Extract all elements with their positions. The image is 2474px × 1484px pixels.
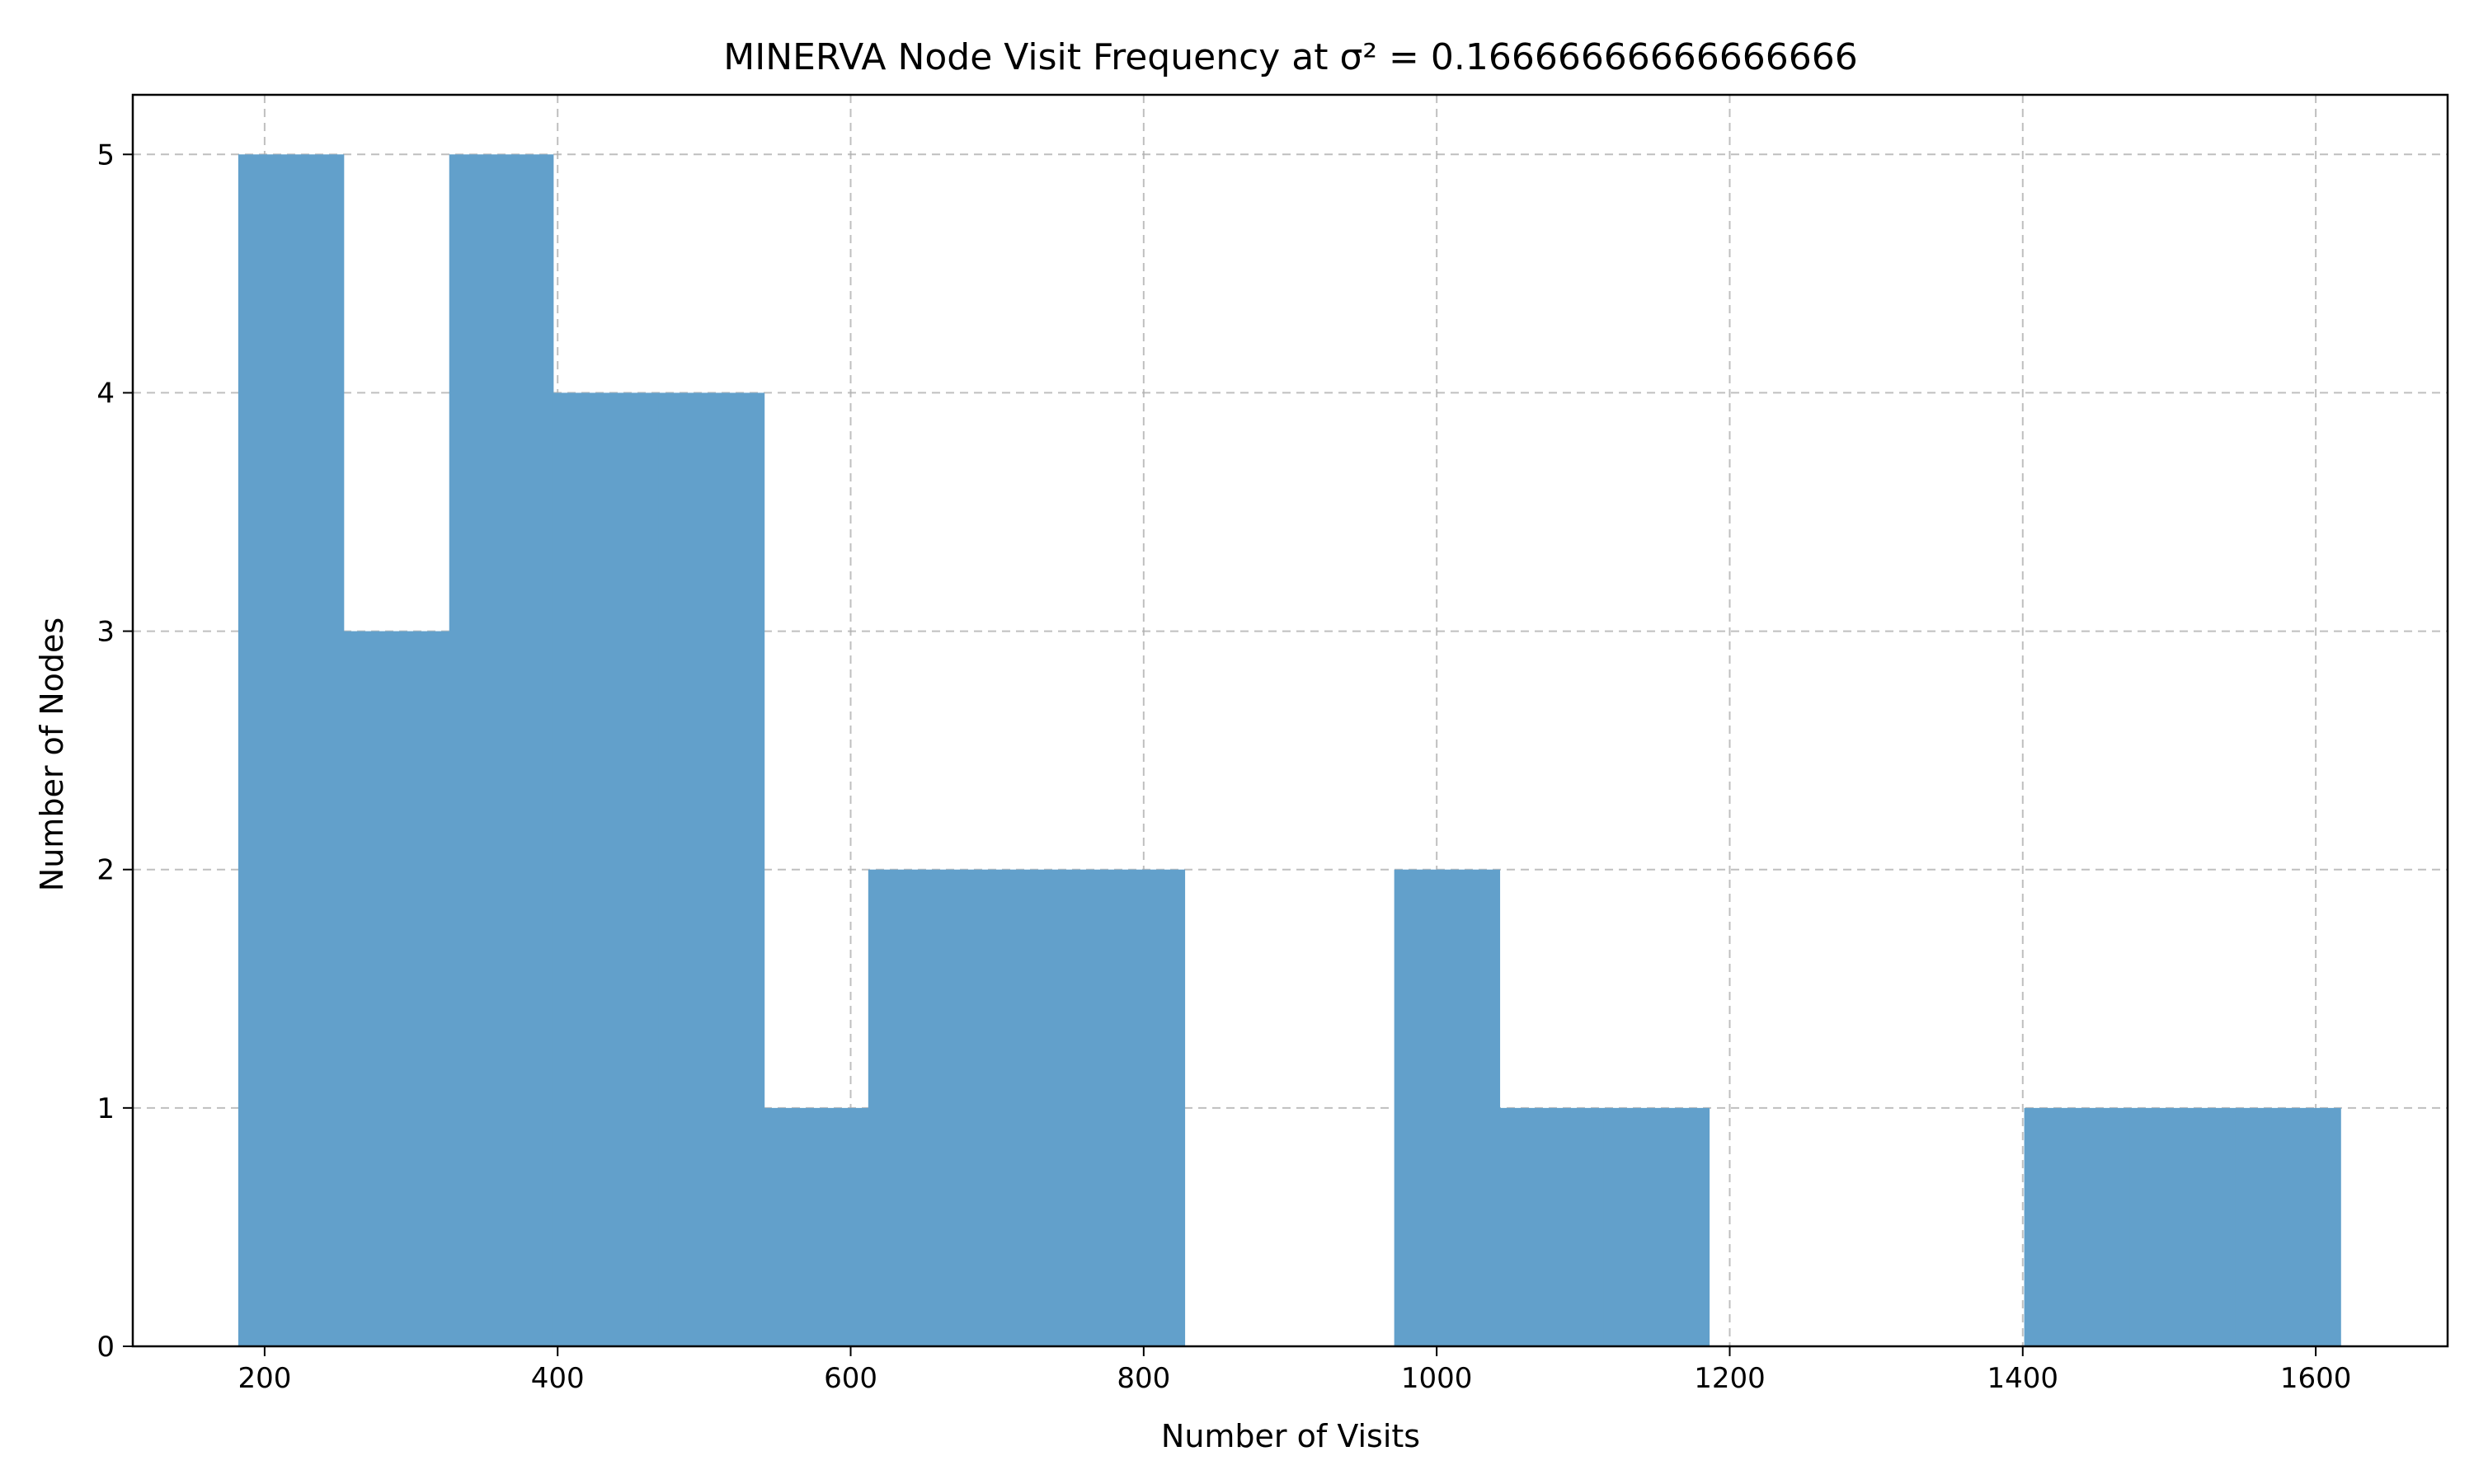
- histogram-bar-6: [868, 869, 975, 1346]
- histogram-bar-12: [1499, 1107, 1605, 1346]
- y-axis-ticks: 0 1 2 3 4 5: [96, 139, 133, 1364]
- histogram-bar-2: [449, 154, 554, 1346]
- x-axis-ticks: 200 400 600 800 1000 1200 1400 1600: [238, 1346, 2351, 1395]
- histogram-bar-18: [2129, 1107, 2236, 1346]
- x-tick-label-2: 600: [824, 1362, 877, 1395]
- y-axis-label: Number of Nodes: [34, 618, 70, 891]
- histogram-bars: [238, 154, 2341, 1346]
- histogram-bar-5: [764, 1107, 869, 1346]
- x-tick-label-5: 1200: [1694, 1362, 1766, 1395]
- chart-title: MINERVA Node Visit Frequency at σ² = 0.1…: [723, 36, 1858, 78]
- histogram-bar-3: [553, 392, 660, 1346]
- histogram-bar-17: [2024, 1107, 2130, 1346]
- x-tick-label-7: 1600: [2280, 1362, 2352, 1395]
- x-axis-label: Number of Visits: [1161, 1418, 1420, 1454]
- y-tick-label-3: 3: [96, 616, 115, 649]
- histogram-bar-0: [238, 154, 345, 1346]
- histogram-bar-1: [343, 631, 450, 1346]
- y-tick-label-1: 1: [96, 1092, 115, 1125]
- y-tick-label-4: 4: [96, 377, 115, 410]
- x-tick-label-4: 1000: [1401, 1362, 1473, 1395]
- histogram-bar-13: [1603, 1107, 1710, 1346]
- y-tick-label-5: 5: [96, 139, 115, 171]
- plot-frame: [131, 93, 2449, 1348]
- x-tick-label-1: 400: [531, 1362, 585, 1395]
- histogram-bar-11: [1394, 869, 1501, 1346]
- y-tick-label-0: 0: [96, 1331, 115, 1364]
- histogram-bar-7: [973, 869, 1080, 1346]
- x-tick-label-0: 200: [238, 1362, 291, 1395]
- histogram-bar-8: [1079, 869, 1186, 1346]
- x-tick-label-3: 800: [1117, 1362, 1170, 1395]
- histogram-bar-19: [2235, 1107, 2341, 1346]
- y-tick-label-2: 2: [96, 854, 115, 887]
- histogram-bar-4: [658, 392, 765, 1346]
- x-tick-label-6: 1400: [1987, 1362, 2059, 1395]
